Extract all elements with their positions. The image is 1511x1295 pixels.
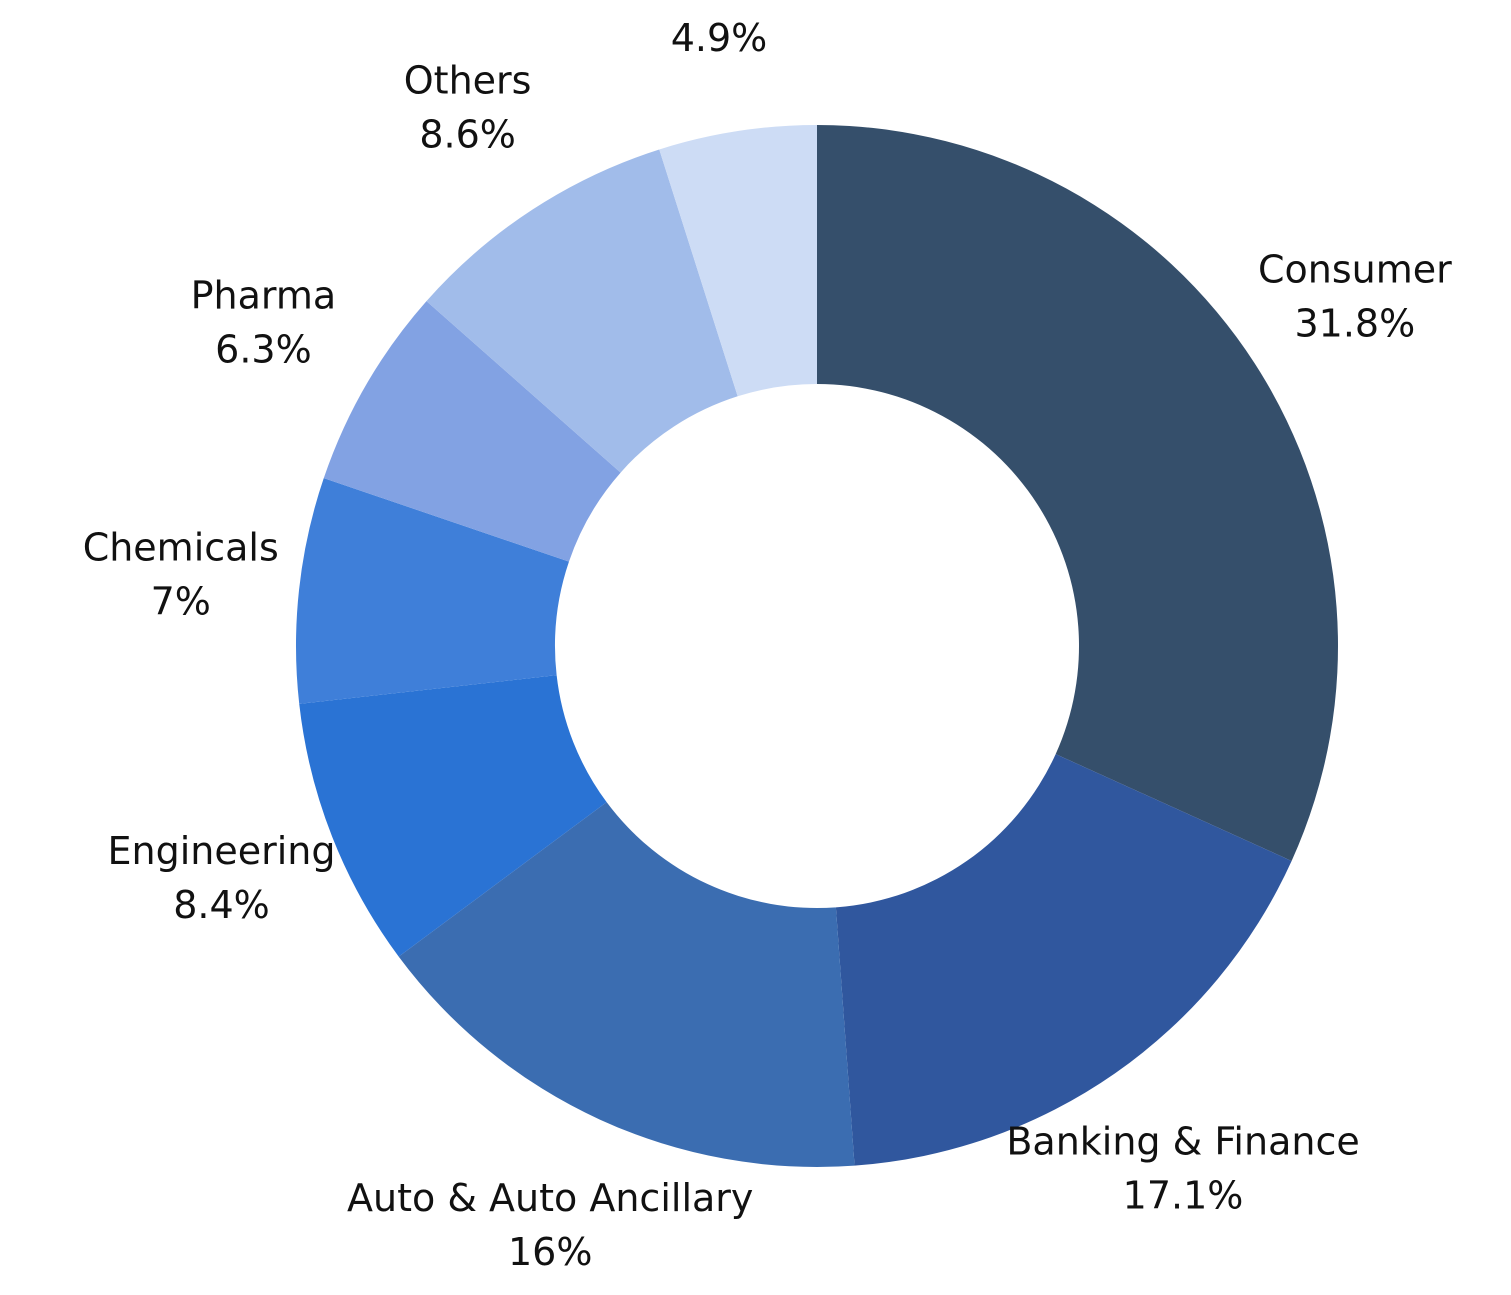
- value-label: 6.3%: [215, 327, 312, 371]
- value-label: 17.1%: [1123, 1173, 1244, 1217]
- slice: [299, 675, 607, 957]
- slice-label: Auto & Auto Ancillary: [347, 1176, 753, 1220]
- value-label: 7%: [151, 579, 211, 623]
- slice-label: Pharma: [191, 273, 337, 317]
- value-label: 8.4%: [173, 883, 270, 927]
- slice: [398, 802, 855, 1167]
- value-label: 8.6%: [419, 112, 516, 156]
- slice-label: Chemicals: [83, 525, 279, 569]
- slice: [835, 754, 1292, 1166]
- slice: [659, 125, 817, 397]
- slice-label: Others: [404, 58, 532, 102]
- slice: [323, 301, 621, 562]
- value-label: 4.9%: [671, 16, 768, 60]
- slice: [817, 125, 1338, 861]
- slice: [426, 149, 738, 473]
- value-label: 16%: [508, 1230, 592, 1274]
- value-label: 31.8%: [1294, 302, 1415, 346]
- slice-label: Engineering: [107, 829, 335, 873]
- slice: [295, 478, 569, 704]
- slice-label: Banking & Finance: [1006, 1119, 1359, 1163]
- slice-label: Consumer: [1258, 248, 1452, 292]
- slice-label: Cash: [672, 0, 766, 6]
